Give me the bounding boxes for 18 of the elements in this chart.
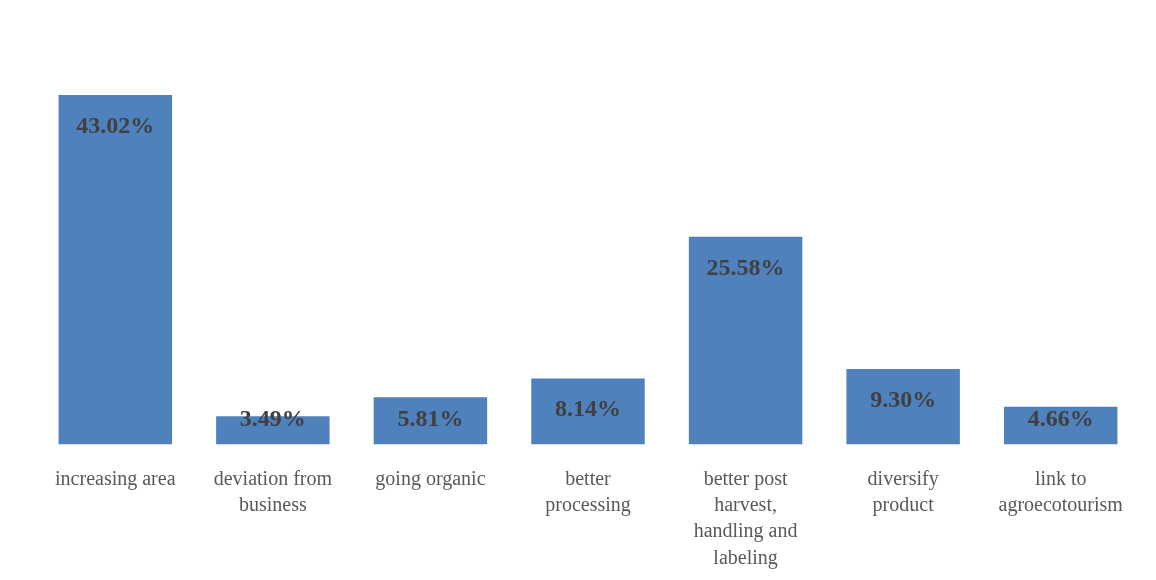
x-tick-label: going organic <box>375 466 486 490</box>
x-tick-label: increasing area <box>55 466 176 490</box>
data-label: 25.58% <box>706 253 785 280</box>
data-label: 9.30% <box>870 385 937 412</box>
x-tick-label: link to agroecotourism <box>998 466 1124 516</box>
x-tick-label: better post harvest, handling and labeling <box>693 466 798 569</box>
x-tick-label: deviation from business <box>213 466 333 515</box>
x-tick-label: diversify product <box>867 466 939 516</box>
bar <box>531 378 645 445</box>
bar <box>373 397 488 445</box>
x-tick-label: better processing <box>545 466 631 516</box>
bar <box>58 95 173 445</box>
data-label: 5.81% <box>397 404 464 431</box>
data-label: 4.66% <box>1027 404 1094 431</box>
bar <box>846 368 960 445</box>
data-label: 43.02% <box>76 112 155 139</box>
data-label: 8.14% <box>555 395 621 422</box>
bar <box>688 236 803 445</box>
